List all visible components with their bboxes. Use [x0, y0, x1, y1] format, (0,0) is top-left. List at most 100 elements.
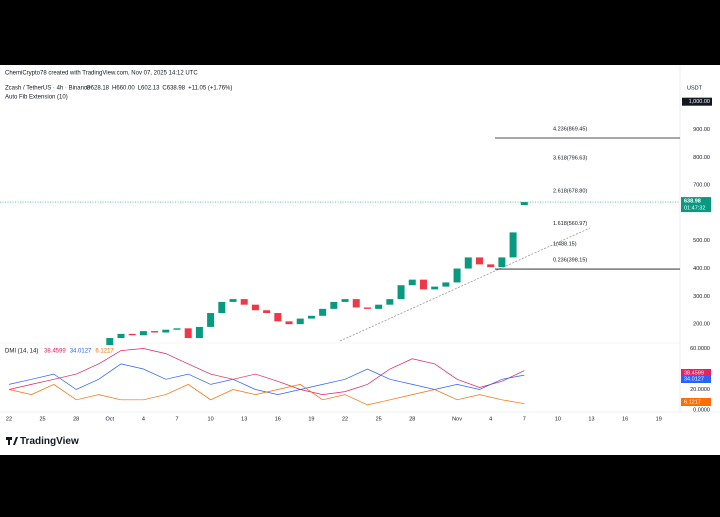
- candle: [419, 279, 427, 290]
- y-tick-label: 400.00: [693, 266, 710, 272]
- candle: [218, 301, 226, 314]
- y-tick-label: 800.00: [693, 155, 710, 161]
- candle: [240, 299, 248, 305]
- candle: [296, 318, 304, 325]
- y-tick-highlight: [682, 97, 712, 106]
- y-tick-label: 1,000.00: [689, 99, 710, 105]
- candle: [139, 331, 147, 336]
- logo-icon: [8, 437, 10, 445]
- candle: [151, 331, 159, 333]
- value-tag: [681, 398, 711, 406]
- x-tick-label: 16: [622, 416, 628, 422]
- x-tick-label: 22: [342, 416, 348, 422]
- x-tick-label: Oct: [106, 416, 115, 422]
- last-price-label: 638.98: [684, 199, 701, 205]
- logo: TradingView: [6, 436, 79, 447]
- y-tick-label: 700.00: [693, 183, 710, 189]
- value-tag: [681, 369, 711, 377]
- value-tag-label: 6.1217: [684, 399, 701, 405]
- x-tick-label: 16: [275, 416, 281, 422]
- fib-label: 1.618(560.97): [553, 221, 587, 227]
- candle: [184, 328, 192, 339]
- legend-value: 6.1217: [95, 349, 114, 355]
- ohlc-value: L602.13: [138, 86, 160, 92]
- candle: [464, 257, 472, 269]
- x-tick-label: Nov: [452, 416, 462, 422]
- ohlc-value: O628.18: [86, 86, 110, 92]
- candle: [229, 299, 237, 302]
- currency: USDT: [687, 85, 703, 91]
- y-tick-label: 300.00: [693, 294, 710, 300]
- countdown: 01:47:32: [684, 206, 705, 212]
- y-tick-label: 20.0000: [690, 387, 710, 393]
- candle: [498, 257, 506, 268]
- canvas-bg: [0, 65, 720, 455]
- candle: [408, 279, 416, 286]
- candle: [431, 286, 439, 290]
- x-tick-label: 22: [6, 416, 12, 422]
- candle: [319, 308, 327, 316]
- x-tick-label: 7: [175, 416, 178, 422]
- x-tick-label: 4: [142, 416, 145, 422]
- x-tick-label: 13: [241, 416, 247, 422]
- dmi-line: [8, 383, 525, 406]
- candle: [263, 310, 271, 314]
- candle: [397, 285, 405, 300]
- x-tick-label: 25: [376, 416, 382, 422]
- fib-label: 2.618(678.80): [553, 188, 587, 194]
- fib-label: 4.236(869.45): [553, 126, 587, 132]
- candle: [453, 268, 461, 283]
- ohlc-value: C638.98: [162, 86, 185, 92]
- ohlc-value: H660.00: [112, 86, 135, 92]
- fib-label: 0.236(398.15): [553, 258, 587, 264]
- credit: ChemiCrypto78 created with TradingView.c…: [5, 71, 198, 77]
- x-tick-label: 10: [208, 416, 214, 422]
- x-tick-label: 19: [656, 416, 662, 422]
- candle: [251, 304, 259, 311]
- candle: [487, 264, 495, 268]
- fib-label: 1(488.15): [553, 241, 577, 247]
- trend-line: [339, 227, 591, 342]
- candle: [442, 282, 450, 287]
- dmi-line: [8, 348, 525, 395]
- candle: [330, 301, 338, 309]
- x-tick-label: 19: [308, 416, 314, 422]
- fib-label: 3.618(796.63): [553, 156, 587, 162]
- x-tick-label: 13: [588, 416, 594, 422]
- candle: [341, 299, 349, 302]
- indicator-title: DMI (14, 14): [5, 349, 38, 355]
- candle: [195, 326, 203, 339]
- candle: [274, 313, 282, 322]
- candle: [352, 299, 360, 308]
- x-tick-label: 28: [73, 416, 79, 422]
- candle: [475, 257, 483, 265]
- value-tag: [681, 375, 711, 383]
- candle: [162, 329, 170, 333]
- candle: [117, 333, 125, 339]
- x-tick-label: 28: [409, 416, 415, 422]
- logo-text: TradingView: [20, 436, 79, 447]
- candle: [363, 307, 371, 309]
- x-tick-label: 25: [40, 416, 46, 422]
- legend-value: 38.4599: [44, 349, 66, 355]
- candle: [520, 202, 528, 206]
- candle: [207, 313, 215, 327]
- y-tick-label: 900.00: [693, 127, 710, 133]
- x-tick-label: 4: [489, 416, 492, 422]
- candle: [509, 232, 517, 258]
- x-tick-label: 7: [523, 416, 526, 422]
- last-price-tag: [681, 197, 711, 213]
- logo-icon: [13, 437, 18, 445]
- x-tick-label: 10: [555, 416, 561, 422]
- symbol: Zcash / TetherUS · 4h · Binance: [5, 86, 91, 92]
- legend-value: 34.0127: [70, 349, 92, 355]
- candle: [375, 304, 383, 309]
- ohlc-value: +11.05 (+1.76%): [188, 86, 232, 92]
- candle: [106, 338, 114, 346]
- value-tag-label: 34.0127: [684, 376, 704, 382]
- indicator: Auto Fib Extension (10): [5, 95, 68, 101]
- y-tick-label: 0.0000: [693, 407, 710, 413]
- candle: [285, 321, 293, 325]
